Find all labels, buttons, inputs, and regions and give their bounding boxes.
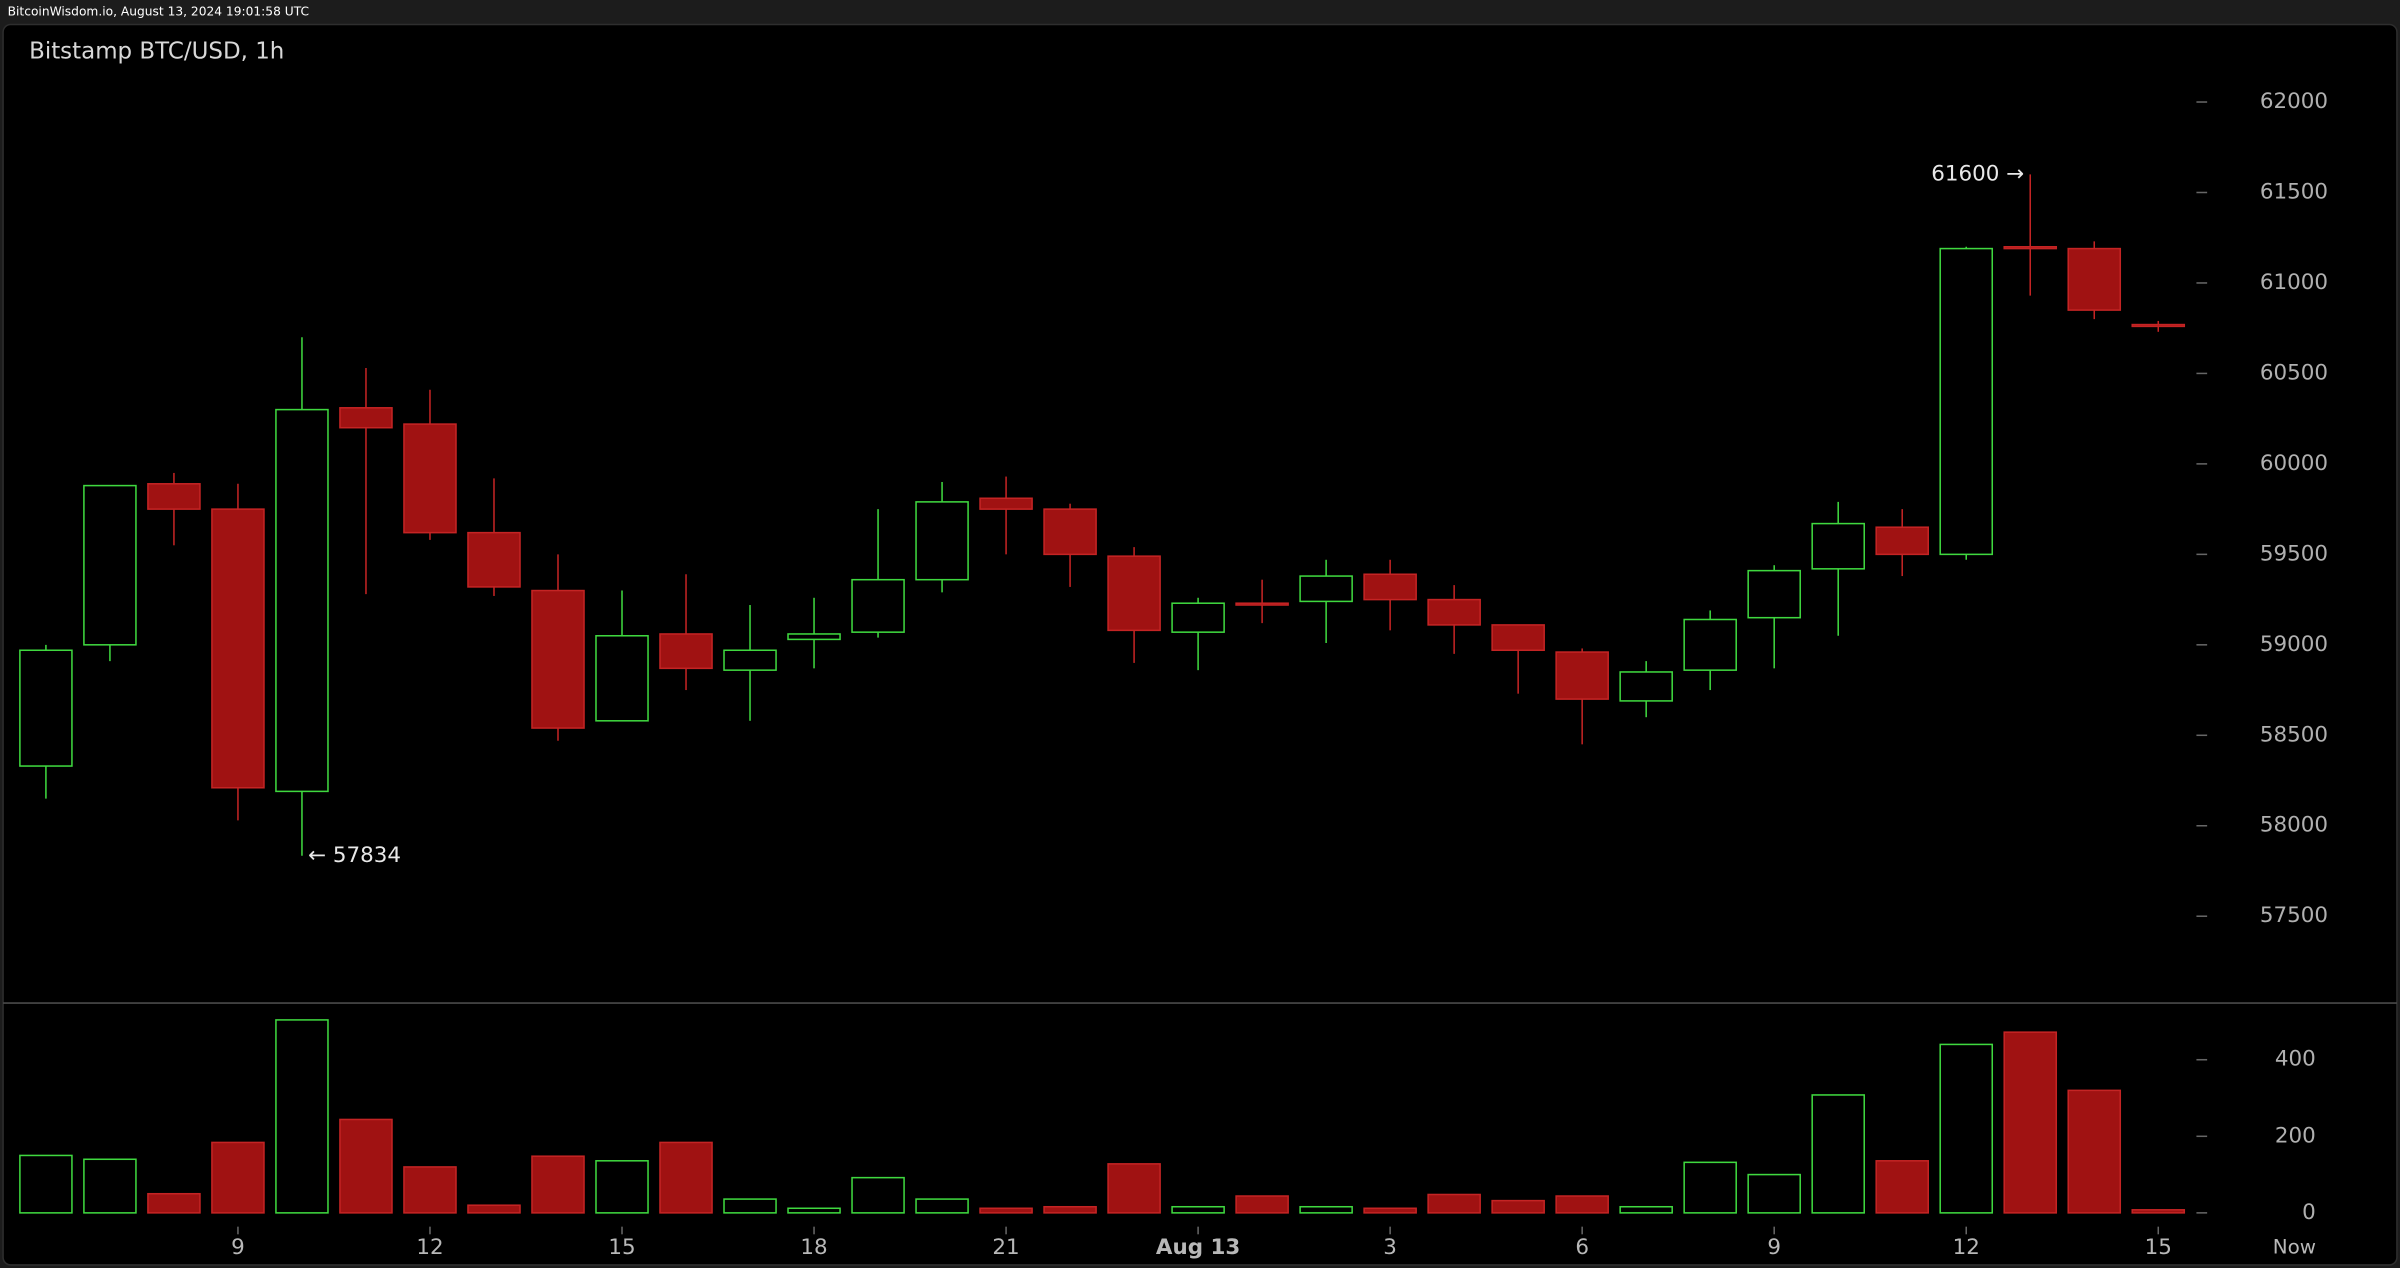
candle-body xyxy=(531,589,585,729)
x-tick-label: 9 xyxy=(1767,1235,1781,1260)
volume-bar xyxy=(339,1118,393,1214)
volume-bar xyxy=(659,1141,713,1214)
x-tick-label: 9 xyxy=(231,1235,245,1260)
volume-bar xyxy=(275,1019,329,1214)
volume-bar xyxy=(1107,1163,1161,1214)
x-tick-label: 12 xyxy=(416,1235,443,1260)
candle-body xyxy=(979,497,1033,510)
y-tick-label: 57500 xyxy=(2260,903,2328,928)
volume-bar xyxy=(1363,1207,1417,1214)
x-tick-label: 6 xyxy=(1575,1235,1589,1260)
candle-body xyxy=(1043,508,1097,556)
candle-body xyxy=(275,408,329,793)
y-tick-label: 61500 xyxy=(2260,179,2328,204)
candle-body xyxy=(851,578,905,633)
y-tick-label: 58000 xyxy=(2260,813,2328,838)
candle-body xyxy=(1555,651,1609,700)
candle-body xyxy=(723,649,777,671)
candle-body xyxy=(1107,555,1161,632)
candle-body xyxy=(403,423,457,534)
x-tick-label: 18 xyxy=(800,1235,827,1260)
volume-bar xyxy=(1875,1160,1930,1214)
y-tick-label: 59000 xyxy=(2260,632,2328,657)
y-tick-label: 62000 xyxy=(2260,89,2328,114)
candle-body xyxy=(339,407,393,429)
candle-body xyxy=(211,508,265,789)
volume-bar xyxy=(19,1154,73,1214)
chart-panel xyxy=(2,23,2398,1266)
candle-body xyxy=(1491,624,1545,652)
x-tick-label: 21 xyxy=(992,1235,1019,1260)
candle-body xyxy=(2003,246,2058,250)
candle-body xyxy=(2131,323,2186,328)
volume-bar xyxy=(1427,1193,1481,1214)
volume-bar xyxy=(1555,1195,1609,1214)
x-tick-label: 15 xyxy=(608,1235,635,1260)
candle-body xyxy=(1875,526,1930,556)
volume-bar xyxy=(915,1198,969,1214)
volume-bar xyxy=(1299,1205,1353,1214)
volume-bar xyxy=(1811,1094,1865,1214)
volume-bar xyxy=(403,1166,457,1214)
candle-body xyxy=(1939,247,1994,556)
candle-body xyxy=(467,531,521,588)
candle-body xyxy=(2067,247,2122,311)
volume-bar xyxy=(147,1192,201,1214)
x-tick-label: 15 xyxy=(2145,1235,2172,1260)
y-tick-label: 60500 xyxy=(2260,360,2328,385)
candle-body xyxy=(915,501,969,581)
candle-body xyxy=(19,649,73,767)
now-label: Now xyxy=(2273,1236,2316,1259)
chart-title: Bitstamp BTC/USD, 1h xyxy=(29,39,284,65)
y-tick-label: 61000 xyxy=(2260,270,2328,295)
volume-bar xyxy=(1683,1161,1737,1214)
candle-body xyxy=(1619,671,1673,702)
volume-bar xyxy=(1043,1205,1097,1214)
volume-tick-label: 0 xyxy=(2302,1200,2316,1225)
price-annotation: 61600 → xyxy=(1931,161,2024,186)
y-tick-label: 59500 xyxy=(2260,541,2328,566)
candle-body xyxy=(1811,522,1865,570)
volume-bar xyxy=(595,1160,649,1214)
header: BitcoinWisdom.io, August 13, 2024 19:01:… xyxy=(8,5,309,19)
candle-body xyxy=(1171,602,1225,633)
volume-bar xyxy=(2131,1209,2186,1214)
volume-bar xyxy=(787,1207,841,1214)
x-tick-label: 12 xyxy=(1953,1235,1980,1260)
volume-tick-label: 200 xyxy=(2275,1123,2316,1148)
volume-bar xyxy=(1235,1195,1289,1214)
volume-bar xyxy=(1939,1043,1994,1214)
candle-body xyxy=(1235,602,1289,606)
volume-bar xyxy=(83,1158,137,1214)
price-annotation: ← 57834 xyxy=(308,843,401,868)
candle-body xyxy=(1363,573,1417,601)
candle-body xyxy=(787,633,841,641)
volume-bar xyxy=(2067,1089,2122,1214)
volume-bar xyxy=(979,1207,1033,1214)
volume-bar xyxy=(1491,1199,1545,1214)
candle-body xyxy=(659,633,713,670)
candle-body xyxy=(83,484,137,646)
volume-bar xyxy=(723,1198,777,1214)
volume-bar xyxy=(2003,1031,2058,1214)
volume-bar xyxy=(531,1155,585,1214)
y-tick-label: 60000 xyxy=(2260,451,2328,476)
volume-bar xyxy=(211,1141,265,1214)
volume-tick-label: 400 xyxy=(2275,1047,2316,1072)
candle-body xyxy=(1299,575,1353,603)
x-tick-label: Aug 13 xyxy=(1156,1235,1240,1260)
candle-body xyxy=(1427,598,1481,626)
candle-body xyxy=(1683,618,1737,671)
volume-bar xyxy=(1171,1205,1225,1214)
volume-bar xyxy=(1747,1173,1801,1214)
candle-body xyxy=(147,483,201,510)
volume-bar xyxy=(1619,1205,1673,1214)
y-tick-label: 58500 xyxy=(2260,722,2328,747)
candle-body xyxy=(1747,569,1801,619)
x-tick-label: 3 xyxy=(1383,1235,1397,1260)
volume-bar xyxy=(851,1176,905,1214)
volume-bar xyxy=(467,1204,521,1214)
candle-body xyxy=(595,635,649,722)
